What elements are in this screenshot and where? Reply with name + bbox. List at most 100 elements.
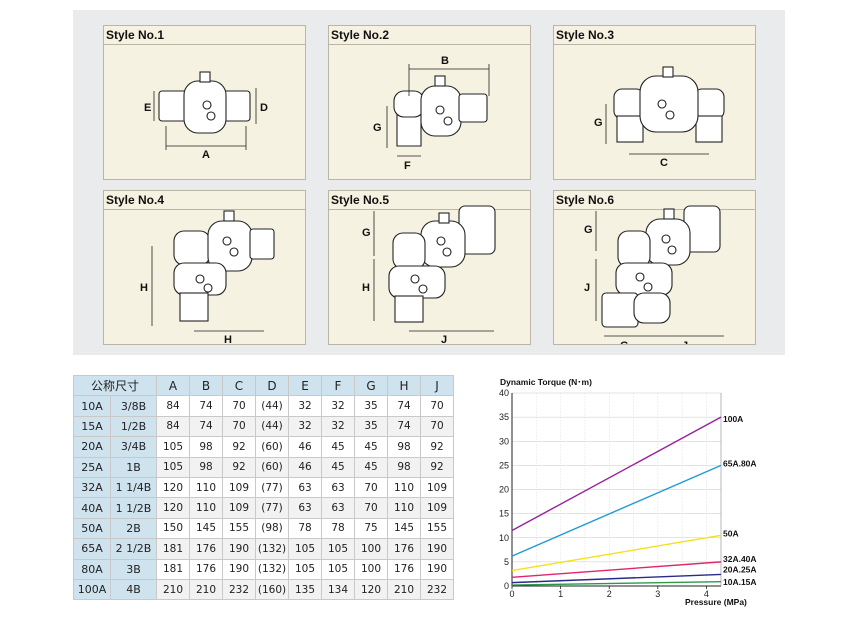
y-tick-label: 35 <box>499 412 509 422</box>
table-cell: 46 <box>288 456 322 478</box>
y-tick-label: 20 <box>499 485 509 495</box>
cell-size-a: 50A <box>73 517 111 540</box>
cell-size-a: 25A <box>73 456 111 478</box>
style-title: Style No.2 <box>331 28 390 42</box>
header-col: E <box>288 374 322 397</box>
table-cell: (60) <box>255 456 289 478</box>
table-cell: 105 <box>321 558 355 580</box>
swivel-joint-drawing: E D A <box>144 71 268 161</box>
cell-size-a: 32A <box>73 476 111 499</box>
table-cell: 98 <box>189 456 223 478</box>
cell-size-a: 10A <box>73 395 111 417</box>
header-nominal-size: 公称尺寸 <box>73 374 157 397</box>
style-box-6: Style No.6 G J G J <box>553 190 756 345</box>
table-cell: 232 <box>420 578 454 601</box>
table-cell: (44) <box>255 395 289 417</box>
cell-size-a: 100A <box>73 578 111 601</box>
table-cell: 181 <box>156 558 190 580</box>
table-cell: 232 <box>222 578 256 601</box>
style-box-5: Style No.5 G H J <box>328 190 531 345</box>
table-cell: 120 <box>156 497 190 519</box>
style-title: Style No.5 <box>331 193 390 207</box>
cell-size-b: 3/4B <box>109 436 158 458</box>
table-cell: 32 <box>321 415 355 438</box>
header-col: D <box>255 374 289 397</box>
table-cell: 210 <box>189 578 223 601</box>
table-cell: 84 <box>156 395 190 417</box>
y-tick-label: 30 <box>499 436 509 446</box>
header-col: J <box>420 374 454 397</box>
style-box-2: Style No.2 B G F <box>328 25 531 180</box>
table-cell: (132) <box>255 538 289 560</box>
header-col: B <box>189 374 223 397</box>
table-row: 80A 3B 181 176 190 (132) 105 105 100 176 190 <box>73 558 454 580</box>
table-cell: 176 <box>189 558 223 580</box>
table-cell: 92 <box>222 456 256 478</box>
table-cell: (44) <box>255 415 289 438</box>
header-col: G <box>354 374 388 397</box>
table-cell: 92 <box>420 436 454 458</box>
table-cell: 70 <box>354 497 388 519</box>
table-cell: 105 <box>288 538 322 560</box>
y-tick-label: 25 <box>499 460 509 470</box>
x-tick-label: 1 <box>558 589 563 599</box>
style-box-3: Style No.3 G C <box>553 25 756 180</box>
table-cell: 105 <box>288 558 322 580</box>
table-cell: 78 <box>321 517 355 540</box>
table-cell: 110 <box>189 497 223 519</box>
diagram-panel: Style No.1 E D A Style No.2 <box>73 10 785 355</box>
table-cell: 98 <box>387 436 421 458</box>
table-cell: 100 <box>354 558 388 580</box>
table-cell: 105 <box>156 456 190 478</box>
x-tick-label: 4 <box>704 589 709 599</box>
cell-size-b: 1/2B <box>109 415 158 438</box>
cell-size-b: 3B <box>109 558 158 580</box>
series-label: 20A.25A <box>723 565 757 575</box>
series-line-100A <box>511 416 722 532</box>
x-axis-label: Pressure (MPa) <box>685 597 747 607</box>
swivel-joint-drawing: G J G J <box>584 205 724 345</box>
y-tick-label: 40 <box>499 388 509 398</box>
dim-label: C <box>660 157 668 169</box>
table-cell: 109 <box>222 497 256 519</box>
table-row: 65A 2 1/2B 181 176 190 (132) 105 105 100 176 190 <box>73 538 454 560</box>
table-cell: 46 <box>288 436 322 458</box>
table-cell: 32 <box>321 395 355 417</box>
style-title: Style No.4 <box>106 193 165 207</box>
table-cell: 190 <box>222 538 256 560</box>
table-cell: 176 <box>387 558 421 580</box>
style-title: Style No.1 <box>106 28 165 42</box>
dim-label: H <box>224 334 232 345</box>
table-cell: 98 <box>189 436 223 458</box>
dim-label: G <box>362 227 371 239</box>
table-cell: 190 <box>222 558 256 580</box>
table-cell: 63 <box>288 497 322 519</box>
table-row: 20A 3/4B 105 98 92 (60) 46 45 45 98 92 <box>73 436 454 458</box>
swivel-joint-drawing: G C <box>594 66 725 169</box>
series-line-50A <box>511 534 722 572</box>
cell-size-b: 1 1/2B <box>109 497 158 519</box>
series-label: 50A <box>723 528 739 538</box>
table-cell: 92 <box>222 436 256 458</box>
dim-label: G <box>620 340 629 345</box>
table-cell: (77) <box>255 497 289 519</box>
series-label: 100A <box>723 414 743 424</box>
table-cell: 120 <box>354 578 388 601</box>
dim-label: J <box>584 282 590 294</box>
cell-size-a: 65A <box>73 538 111 560</box>
table-cell: 92 <box>420 456 454 478</box>
table-cell: 63 <box>321 476 355 499</box>
table-cell: 109 <box>420 497 454 519</box>
dim-label: G <box>584 224 593 236</box>
table-cell: 120 <box>156 476 190 499</box>
x-tick-label: 0 <box>509 589 514 599</box>
table-cell: 70 <box>420 395 454 417</box>
table-cell: 70 <box>420 415 454 438</box>
dim-label: H <box>362 282 370 294</box>
x-tick-label: 3 <box>655 589 660 599</box>
dim-label: E <box>144 102 151 114</box>
swivel-joint-drawing: B G F <box>373 55 490 172</box>
table-cell: 45 <box>321 436 355 458</box>
y-tick-label: 0 <box>504 581 509 591</box>
table-cell: 155 <box>222 517 256 540</box>
